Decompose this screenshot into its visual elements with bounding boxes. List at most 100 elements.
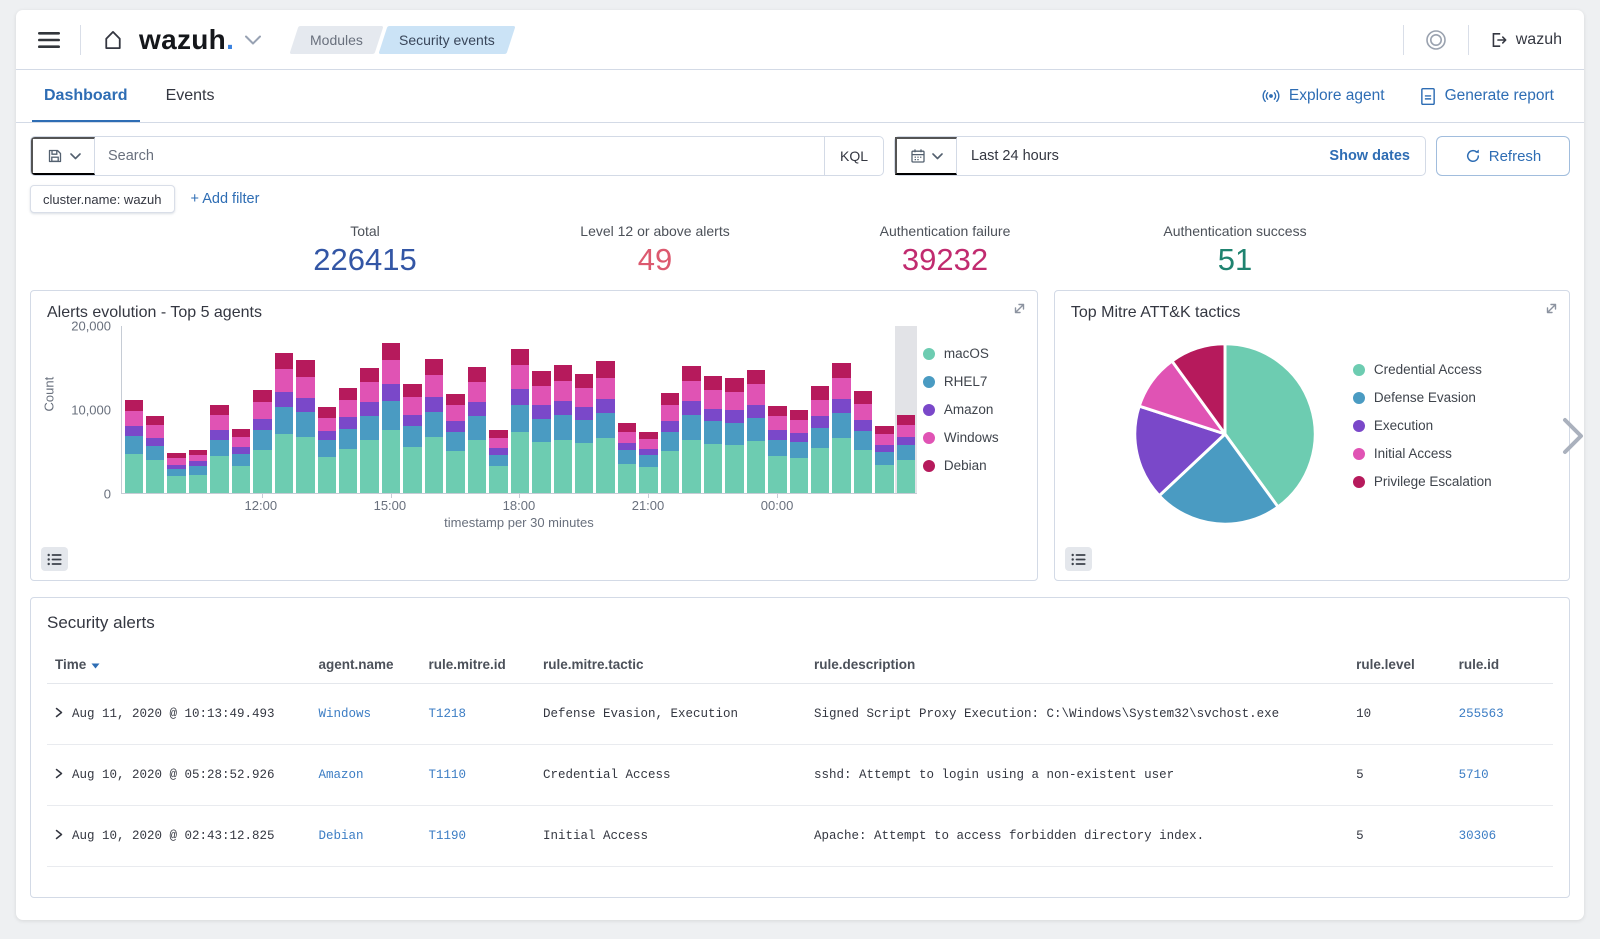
bar-35[interactable]: [874, 326, 895, 493]
bar-1[interactable]: [144, 326, 165, 493]
bar-6[interactable]: [252, 326, 273, 493]
bar-7[interactable]: [273, 326, 294, 493]
column-header-agent-name[interactable]: agent.name: [310, 645, 421, 684]
rule-id-link[interactable]: 5710: [1458, 768, 1489, 782]
column-header-rule-id[interactable]: rule.id: [1450, 645, 1553, 684]
pie-slice-execution[interactable]: [1133, 404, 1227, 498]
bar-18[interactable]: [509, 326, 530, 493]
filter-pill-cluster-name[interactable]: cluster.name: wazuh: [30, 185, 175, 213]
time-range-value[interactable]: Last 24 hours: [971, 148, 1059, 164]
saved-queries-button[interactable]: [31, 137, 95, 175]
health-status-icon[interactable]: [1420, 24, 1452, 56]
column-header-rule-mitre-id[interactable]: rule.mitre.id: [420, 645, 535, 684]
row-expand-icon[interactable]: [55, 707, 63, 718]
pie-slice-privilege-escalation[interactable]: [1170, 342, 1227, 436]
pie-slice-defense-evasion[interactable]: [1157, 432, 1280, 526]
bar-34[interactable]: [852, 326, 873, 493]
bar-21[interactable]: [574, 326, 595, 493]
bar-13[interactable]: [402, 326, 423, 493]
bar-16[interactable]: [466, 326, 487, 493]
next-page-chevron-icon[interactable]: [1559, 414, 1584, 458]
column-header-rule-level[interactable]: rule.level: [1348, 645, 1451, 684]
bar-19[interactable]: [531, 326, 552, 493]
legend-item-windows[interactable]: Windows: [922, 430, 1021, 445]
home-icon[interactable]: [97, 24, 129, 56]
bar-32[interactable]: [810, 326, 831, 493]
explore-agent-button[interactable]: Explore agent: [1261, 87, 1385, 105]
bar-12[interactable]: [380, 326, 401, 493]
logout-button[interactable]: wazuh: [1485, 27, 1566, 53]
add-filter-button[interactable]: + Add filter: [190, 191, 260, 207]
bar-5[interactable]: [230, 326, 251, 493]
menu-icon[interactable]: [34, 27, 64, 53]
pie-chart-plot[interactable]: [1127, 336, 1323, 532]
bar-26[interactable]: [681, 326, 702, 493]
tab-events[interactable]: Events: [164, 71, 217, 121]
bar-17[interactable]: [488, 326, 509, 493]
query-language-button[interactable]: KQL: [823, 137, 883, 175]
bar-segment-debian: [317, 407, 337, 418]
legend-toggle-icon[interactable]: [41, 547, 68, 571]
bar-22[interactable]: [595, 326, 616, 493]
bar-20[interactable]: [552, 326, 573, 493]
rule-id-link[interactable]: 30306: [1458, 829, 1497, 843]
x-axis-title: timestamp per 30 minutes: [444, 515, 594, 530]
bar-0[interactable]: [123, 326, 144, 493]
legend-item-credential-access[interactable]: Credential Access: [1352, 362, 1492, 377]
bar-23[interactable]: [616, 326, 637, 493]
bar-4[interactable]: [209, 326, 230, 493]
legend-item-macos[interactable]: macOS: [922, 346, 1021, 361]
bar-27[interactable]: [702, 326, 723, 493]
legend-item-privilege-escalation[interactable]: Privilege Escalation: [1352, 474, 1492, 489]
legend-toggle-icon[interactable]: [1064, 547, 1092, 571]
bar-24[interactable]: [638, 326, 659, 493]
agent-name-link[interactable]: Debian: [318, 829, 364, 843]
agent-name-link[interactable]: Amazon: [318, 768, 364, 782]
mitre-id-link[interactable]: T1110: [428, 768, 466, 782]
expand-icon[interactable]: [1012, 301, 1027, 316]
sort-descending-icon[interactable]: [91, 663, 100, 669]
legend-item-defense-evasion[interactable]: Defense Evasion: [1352, 390, 1492, 405]
bar-25[interactable]: [659, 326, 680, 493]
column-header-time[interactable]: Time: [47, 645, 311, 684]
row-expand-icon[interactable]: [55, 768, 63, 779]
row-expand-icon[interactable]: [55, 829, 63, 840]
bar-29[interactable]: [745, 326, 766, 493]
bar-15[interactable]: [445, 326, 466, 493]
expand-icon[interactable]: [1544, 301, 1559, 316]
bar-36[interactable]: [895, 326, 917, 493]
bar-11[interactable]: [359, 326, 380, 493]
agent-name-link[interactable]: Windows: [318, 707, 372, 721]
pie-slice-credential-access[interactable]: [1223, 342, 1317, 509]
legend-item-amazon[interactable]: Amazon: [922, 402, 1021, 417]
chevron-down-icon[interactable]: [240, 30, 266, 50]
bar-14[interactable]: [423, 326, 444, 493]
legend-item-debian[interactable]: Debian: [922, 458, 1021, 473]
rule-id-link[interactable]: 255563: [1458, 707, 1504, 721]
refresh-button[interactable]: Refresh: [1436, 136, 1570, 176]
bar-28[interactable]: [724, 326, 745, 493]
bar-31[interactable]: [788, 326, 809, 493]
bar-10[interactable]: [338, 326, 359, 493]
bar-segment-debian: [381, 342, 401, 361]
mitre-id-link[interactable]: T1218: [428, 707, 466, 721]
tab-dashboard[interactable]: Dashboard: [32, 71, 140, 122]
bar-33[interactable]: [831, 326, 852, 493]
calendar-button[interactable]: [895, 137, 957, 175]
generate-report-button[interactable]: Generate report: [1419, 87, 1554, 106]
bar-8[interactable]: [295, 326, 316, 493]
column-header-rule-mitre-tactic[interactable]: rule.mitre.tactic: [534, 645, 807, 684]
breadcrumb-modules[interactable]: Modules: [289, 25, 384, 54]
legend-item-execution[interactable]: Execution: [1352, 418, 1492, 433]
bar-30[interactable]: [767, 326, 788, 493]
legend-item-initial-access[interactable]: Initial Access: [1352, 446, 1492, 461]
search-input[interactable]: [95, 137, 824, 175]
column-header-rule-description[interactable]: rule.description: [806, 645, 1349, 684]
show-dates-button[interactable]: Show dates: [1314, 148, 1425, 164]
bar-3[interactable]: [187, 326, 208, 493]
bar-segment-amazon: [682, 401, 701, 416]
mitre-id-link[interactable]: T1190: [428, 829, 466, 843]
legend-item-rhel7[interactable]: RHEL7: [922, 374, 1021, 389]
bar-2[interactable]: [166, 326, 187, 493]
bar-9[interactable]: [316, 326, 337, 493]
